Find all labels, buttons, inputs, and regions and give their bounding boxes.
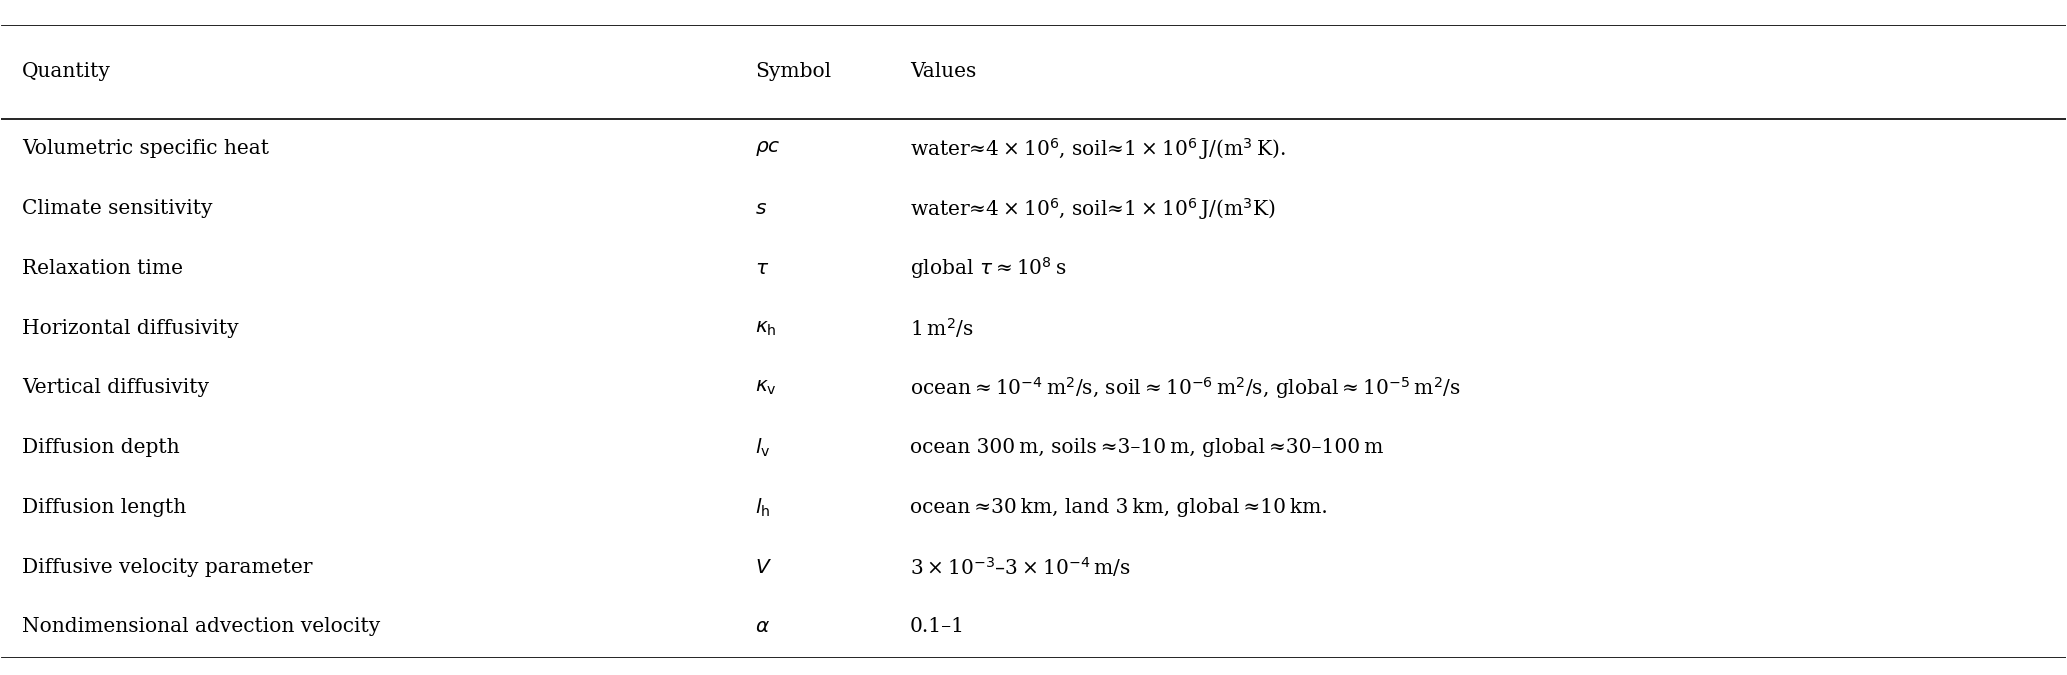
Text: 1 m$^{2}$/s: 1 m$^{2}$/s — [909, 316, 974, 340]
Text: $s$: $s$ — [754, 199, 767, 218]
Text: Volumetric specific heat: Volumetric specific heat — [23, 140, 269, 159]
Text: water≈4 × 10$^{6}$, soil≈1 × 10$^{6}$ J/(m$^{3}$K): water≈4 × 10$^{6}$, soil≈1 × 10$^{6}$ J/… — [909, 196, 1275, 221]
Text: ocean 300 m, soils ≈3–10 m, global ≈30–100 m: ocean 300 m, soils ≈3–10 m, global ≈30–1… — [909, 438, 1383, 457]
Text: $V$: $V$ — [754, 558, 771, 576]
Text: $\kappa_{\mathrm{h}}$: $\kappa_{\mathrm{h}}$ — [754, 319, 777, 338]
Text: Horizontal diffusivity: Horizontal diffusivity — [23, 319, 238, 338]
Text: $\alpha$: $\alpha$ — [754, 618, 769, 637]
Text: $\rho c$: $\rho c$ — [754, 140, 781, 159]
Text: ocean ≈ 10$^{-4}$ m$^{2}$/s, soil ≈ 10$^{-6}$ m$^{2}$/s, global ≈ 10$^{-5}$ m$^{: ocean ≈ 10$^{-4}$ m$^{2}$/s, soil ≈ 10$^… — [909, 375, 1459, 401]
Text: 0.1–1: 0.1–1 — [909, 618, 965, 637]
Text: Values: Values — [909, 63, 976, 82]
Text: Quantity: Quantity — [23, 63, 112, 82]
Text: 3 × 10$^{-3}$–3 × 10$^{-4}$ m/s: 3 × 10$^{-3}$–3 × 10$^{-4}$ m/s — [909, 556, 1131, 579]
Text: water≈4 × 10$^{6}$, soil≈1 × 10$^{6}$ J/(m$^{3}$ K).: water≈4 × 10$^{6}$, soil≈1 × 10$^{6}$ J/… — [909, 136, 1286, 162]
Text: $\kappa_{\mathrm{v}}$: $\kappa_{\mathrm{v}}$ — [754, 379, 777, 398]
Text: ocean ≈30 km, land 3 km, global ≈10 km.: ocean ≈30 km, land 3 km, global ≈10 km. — [909, 498, 1327, 517]
Text: Vertical diffusivity: Vertical diffusivity — [23, 379, 209, 398]
Text: Diffusion depth: Diffusion depth — [23, 438, 180, 457]
Text: Diffusive velocity parameter: Diffusive velocity parameter — [23, 558, 312, 576]
Text: Nondimensional advection velocity: Nondimensional advection velocity — [23, 618, 380, 637]
Text: $\tau$: $\tau$ — [754, 259, 769, 278]
Text: Relaxation time: Relaxation time — [23, 259, 184, 278]
Text: Symbol: Symbol — [754, 63, 831, 82]
Text: Climate sensitivity: Climate sensitivity — [23, 199, 213, 218]
Text: global $\tau$ ≈ 10$^{8}$ s: global $\tau$ ≈ 10$^{8}$ s — [909, 255, 1067, 281]
Text: $l_{\mathrm{h}}$: $l_{\mathrm{h}}$ — [754, 496, 771, 518]
Text: Diffusion length: Diffusion length — [23, 498, 186, 517]
Text: $l_{\mathrm{v}}$: $l_{\mathrm{v}}$ — [754, 437, 771, 459]
